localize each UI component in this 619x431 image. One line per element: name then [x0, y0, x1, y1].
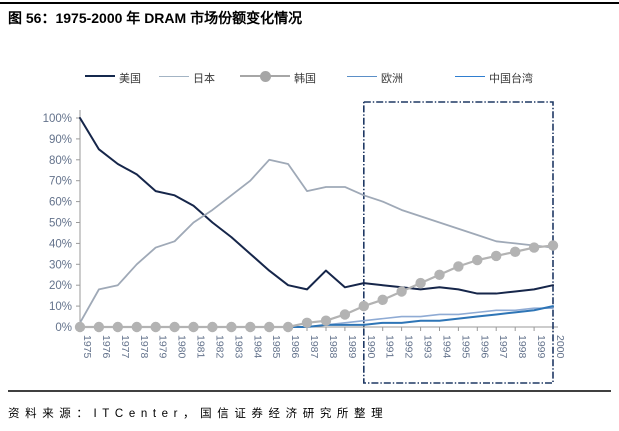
svg-text:1979: 1979 — [157, 335, 169, 359]
svg-text:100%: 100% — [43, 113, 72, 125]
svg-text:1984: 1984 — [251, 335, 263, 359]
svg-text:1988: 1988 — [327, 335, 339, 359]
svg-text:80%: 80% — [49, 155, 72, 167]
svg-text:1999: 1999 — [535, 335, 547, 359]
svg-text:1975: 1975 — [81, 335, 93, 359]
svg-text:1980: 1980 — [176, 335, 188, 359]
svg-text:30%: 30% — [49, 259, 72, 271]
svg-text:1977: 1977 — [119, 335, 131, 359]
svg-text:20%: 20% — [49, 280, 72, 292]
svg-text:1976: 1976 — [100, 335, 112, 359]
svg-text:60%: 60% — [49, 197, 72, 209]
svg-text:1985: 1985 — [270, 335, 282, 359]
svg-text:1987: 1987 — [308, 335, 320, 359]
svg-text:1996: 1996 — [478, 335, 490, 359]
svg-text:2000: 2000 — [554, 335, 566, 359]
svg-text:1978: 1978 — [138, 335, 150, 359]
svg-text:10%: 10% — [49, 301, 72, 313]
svg-text:1992: 1992 — [403, 335, 415, 359]
svg-text:0%: 0% — [55, 322, 72, 334]
svg-text:1990: 1990 — [365, 335, 377, 359]
svg-text:70%: 70% — [49, 176, 72, 188]
svg-text:1981: 1981 — [195, 335, 207, 359]
svg-text:1982: 1982 — [213, 335, 225, 359]
svg-text:1998: 1998 — [516, 335, 528, 359]
svg-text:1983: 1983 — [232, 335, 244, 359]
svg-text:1994: 1994 — [441, 335, 453, 359]
svg-text:1995: 1995 — [459, 335, 471, 359]
svg-text:40%: 40% — [49, 238, 72, 250]
svg-text:1991: 1991 — [384, 335, 396, 359]
svg-text:50%: 50% — [49, 218, 72, 230]
svg-text:90%: 90% — [49, 134, 72, 146]
svg-text:1986: 1986 — [289, 335, 301, 359]
svg-text:1997: 1997 — [497, 335, 509, 359]
svg-text:1989: 1989 — [346, 335, 358, 359]
svg-text:1993: 1993 — [422, 335, 434, 359]
